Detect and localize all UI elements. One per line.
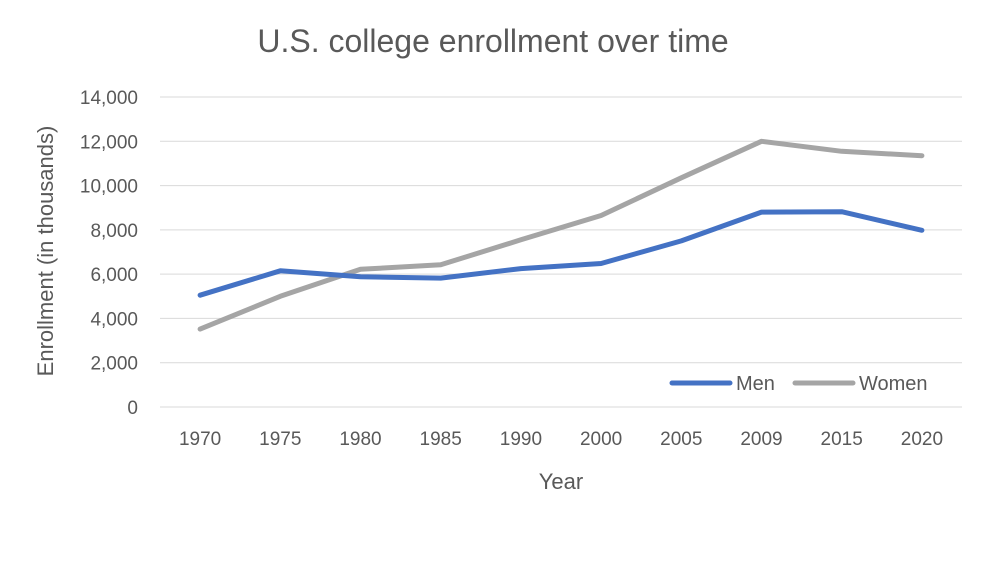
y-tick-label: 0: [127, 398, 138, 419]
y-tick-label: 14,000: [80, 88, 138, 109]
x-axis-title: Year: [539, 469, 583, 494]
legend-label-women: Women: [859, 373, 928, 395]
y-tick-label: 4,000: [90, 309, 138, 330]
y-tick-label: 6,000: [90, 265, 138, 286]
x-tick-label: 1985: [420, 429, 462, 450]
chart-title: U.S. college enrollment over time: [257, 23, 728, 59]
legend: Men Women: [669, 373, 928, 395]
x-tick-label: 2005: [660, 429, 702, 450]
gridlines: [160, 96, 962, 408]
x-tick-label: 1975: [259, 429, 301, 450]
legend-label-men: Men: [736, 373, 775, 395]
x-tick-label: 1970: [179, 429, 221, 450]
x-tick-label: 2000: [580, 429, 622, 450]
y-tick-label: 12,000: [80, 132, 138, 153]
series-line-women: [197, 138, 925, 332]
x-axis-ticks: 1970 1975 1980 1985 1990 2000 2005 2009 2015 2020: [179, 429, 943, 450]
y-tick-label: 8,000: [90, 221, 138, 242]
series-line-men: [197, 209, 925, 298]
x-tick-label: 1980: [339, 429, 381, 450]
x-tick-label: 1990: [500, 429, 542, 450]
y-axis-ticks: 0 2,000 4,000 6,000 8,000 10,000 12,000 14,000: [80, 88, 138, 419]
y-axis-title: Enrollment (in thousands): [33, 126, 58, 377]
y-tick-label: 10,000: [80, 177, 138, 198]
y-tick-label: 2,000: [90, 354, 138, 375]
x-tick-label: 2020: [901, 429, 943, 450]
x-tick-label: 2009: [740, 429, 782, 450]
x-tick-label: 2015: [821, 429, 863, 450]
data-series: [197, 138, 925, 332]
